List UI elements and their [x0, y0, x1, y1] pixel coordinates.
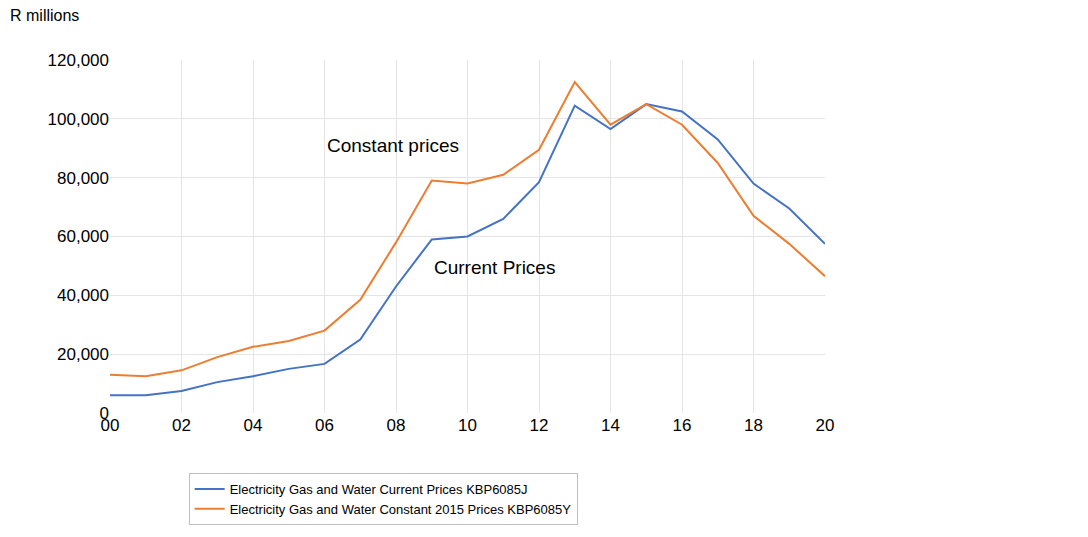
svg-text:0: 0 — [100, 404, 109, 423]
svg-text:04: 04 — [244, 416, 263, 435]
svg-text:18: 18 — [744, 416, 763, 435]
svg-text:60,000: 60,000 — [57, 227, 109, 246]
svg-text:20,000: 20,000 — [57, 345, 109, 364]
svg-text:12: 12 — [530, 416, 549, 435]
svg-text:06: 06 — [315, 416, 334, 435]
svg-text:00: 00 — [101, 416, 120, 435]
svg-text:R millions: R millions — [10, 7, 79, 24]
svg-text:Electricity Gas and Water Cons: Electricity Gas and Water Constant 2015 … — [230, 502, 572, 517]
svg-text:10: 10 — [458, 416, 477, 435]
svg-text:14: 14 — [601, 416, 620, 435]
svg-text:100,000: 100,000 — [48, 110, 109, 129]
svg-text:20: 20 — [816, 416, 835, 435]
svg-text:16: 16 — [673, 416, 692, 435]
svg-text:Constant prices: Constant prices — [327, 135, 459, 156]
svg-text:80,000: 80,000 — [57, 169, 109, 188]
svg-text:40,000: 40,000 — [57, 286, 109, 305]
svg-text:Electricity Gas and Water Curr: Electricity Gas and Water Current Prices… — [230, 482, 528, 497]
svg-text:120,000: 120,000 — [48, 51, 109, 70]
svg-text:02: 02 — [172, 416, 191, 435]
svg-text:08: 08 — [387, 416, 406, 435]
svg-text:Current Prices: Current Prices — [434, 257, 555, 278]
